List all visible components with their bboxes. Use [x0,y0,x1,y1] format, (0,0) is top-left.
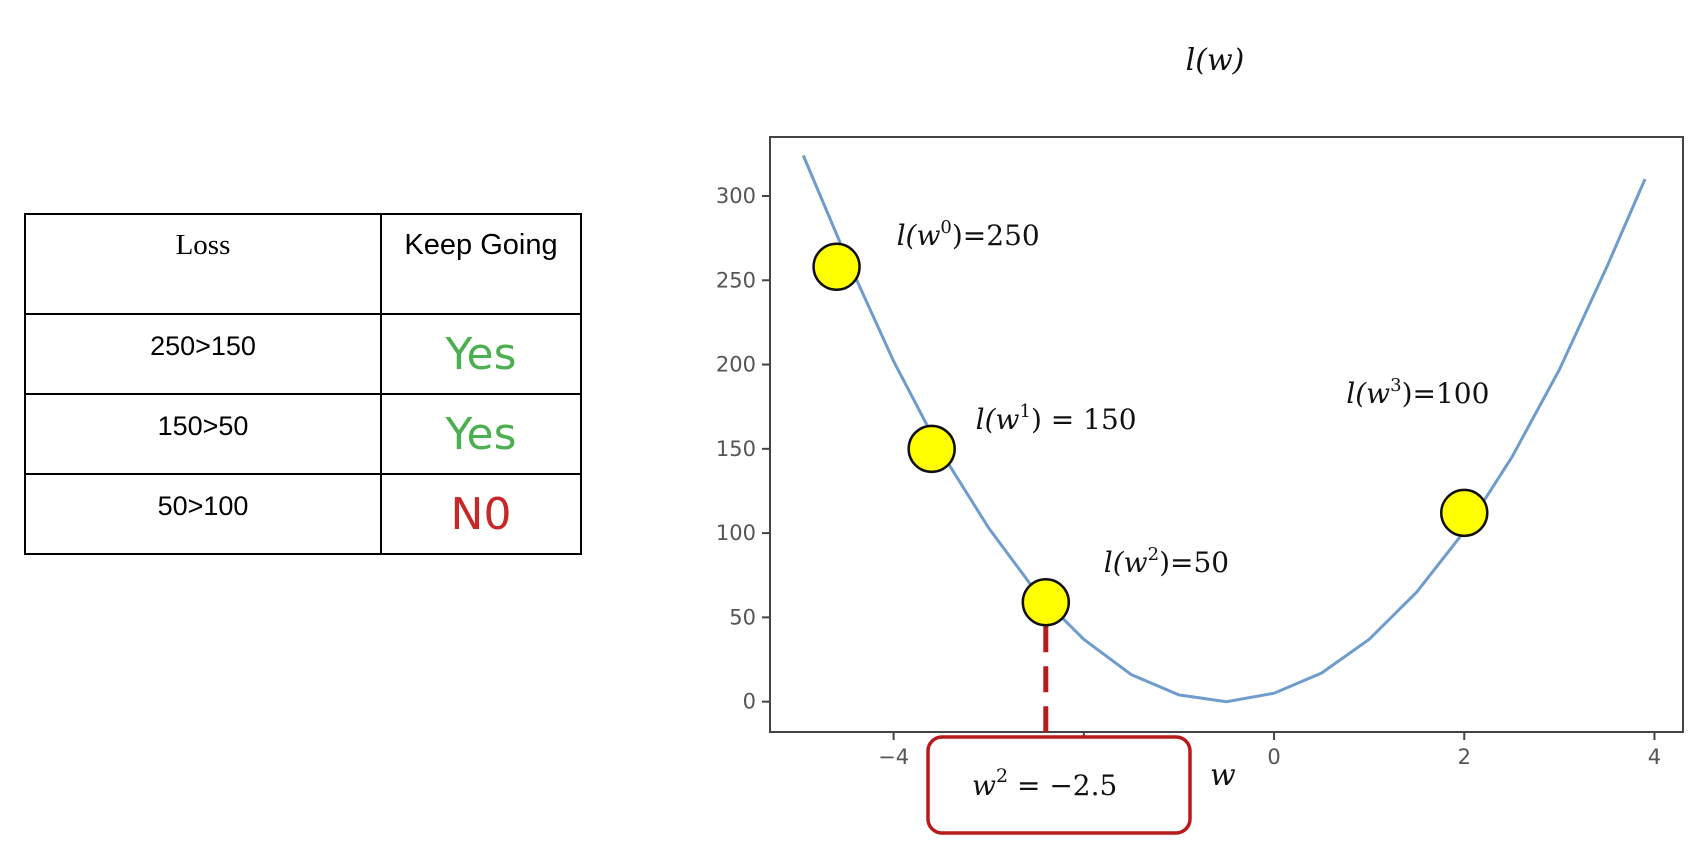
table-row: 150>50 Yes [24,393,582,475]
x-tick-label: 2 [1458,745,1471,769]
data-points: l(w0)=250 l(w1) = 150 l(w2)=50 l(w3)=100 [812,217,1489,627]
header-keep-going: Keep Going [380,213,582,315]
keep-going-cell: N0 [380,473,582,555]
loss-cell: 150>50 [24,393,382,475]
y-tick-label: 250 [716,268,756,292]
data-point [907,424,956,474]
keep-going-cell: Yes [380,313,582,395]
table-row: 50>100 N0 [24,473,582,555]
callout-text: w2 = −2.5 [972,765,1117,802]
data-point [1021,577,1071,627]
data-point [812,242,861,292]
keep-going-cell: Yes [380,393,582,475]
y-tick-label: 150 [716,437,756,461]
x-tick-label: 0 [1267,745,1280,769]
header-loss: Loss [24,213,382,315]
y-tick-label: 50 [729,605,756,629]
plot-frame [769,136,1684,733]
w2-callout: w2 = −2.5 [926,735,1192,835]
callout-box [926,735,1192,835]
point-label: l(w3)=100 [1346,375,1489,410]
loss-cell: 50>100 [24,473,382,555]
y-tick-label: 200 [716,353,756,377]
point-label: l(w1) = 150 [976,401,1137,436]
x-tick-label: −4 [878,745,909,769]
point-label: l(w0)=250 [897,217,1040,252]
data-point [1440,488,1489,538]
table-header-row: Loss Keep Going [24,213,582,315]
y-tick-label: 100 [716,521,756,545]
point-label: l(w2)=50 [1104,544,1229,579]
loss-table: Loss Keep Going 250>150 Yes 150>50 Yes 5… [24,213,582,555]
chart-title: l(w) [1186,43,1245,78]
y-tick-label: 0 [743,690,756,714]
table-row: 250>150 Yes [24,313,582,395]
loss-cell: 250>150 [24,313,382,395]
x-axis-label: w [1210,758,1236,793]
x-tick-label: 4 [1648,745,1661,769]
y-tick-label: 300 [716,184,756,208]
